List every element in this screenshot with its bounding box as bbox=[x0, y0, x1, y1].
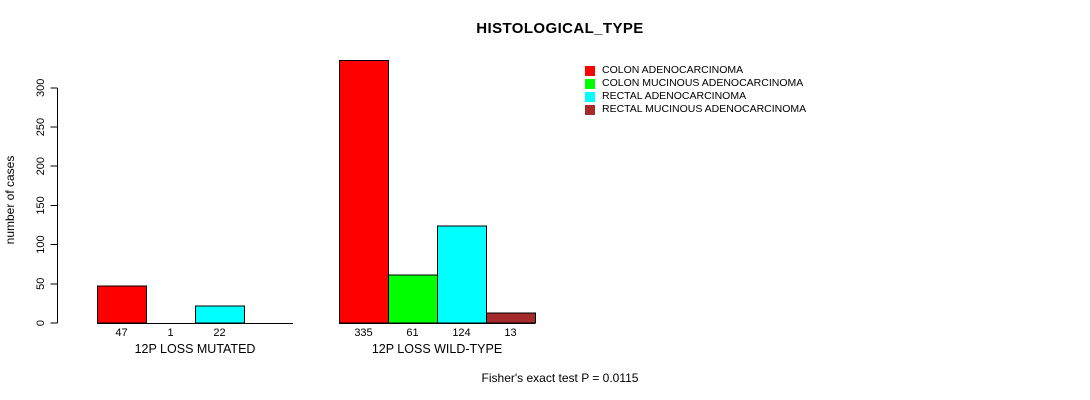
bar-wildtype-series-0 bbox=[339, 59, 389, 324]
legend-label: COLON MUCINOUS ADENOCARCINOMA bbox=[602, 77, 804, 89]
bar-wildtype-series-2 bbox=[437, 225, 487, 324]
legend-item: RECTAL MUCINOUS ADENOCARCINOMA bbox=[585, 103, 806, 116]
bar-wildtype-series-3 bbox=[486, 312, 536, 324]
legend-swatch-icon bbox=[585, 78, 595, 89]
fisher-test-annotation: Fisher's exact test P = 0.0115 bbox=[481, 371, 639, 385]
legend: COLON ADENOCARCINOMA COLON MUCINOUS ADENO… bbox=[585, 64, 806, 116]
bar-value-label: 124 bbox=[452, 327, 470, 339]
legend-label: RECTAL ADENOCARCINOMA bbox=[602, 90, 747, 102]
legend-item: COLON MUCINOUS ADENOCARCINOMA bbox=[585, 77, 806, 90]
y-axis-tick-label: 100 bbox=[35, 235, 47, 253]
y-axis-label: number of cases bbox=[3, 156, 17, 245]
bar-value-label: 1 bbox=[167, 327, 173, 339]
chart-title: HISTOLOGICAL_TYPE bbox=[476, 20, 644, 37]
bar-value-label: 22 bbox=[213, 327, 225, 339]
bar-mutated-series-0 bbox=[97, 285, 147, 324]
legend-swatch-icon bbox=[585, 104, 595, 115]
x-group-label: 12P LOSS MUTATED bbox=[135, 342, 256, 356]
x-group-label: 12P LOSS WILD-TYPE bbox=[372, 342, 502, 356]
y-axis-tick-label: 50 bbox=[35, 278, 47, 290]
y-axis-tick-label: 0 bbox=[35, 320, 47, 326]
y-axis-tick-label: 300 bbox=[35, 79, 47, 97]
y-axis-tick-label: 250 bbox=[35, 118, 47, 136]
legend-swatch-icon bbox=[585, 91, 595, 102]
legend-item: COLON ADENOCARCINOMA bbox=[585, 64, 806, 77]
legend-label: RECTAL MUCINOUS ADENOCARCINOMA bbox=[602, 103, 807, 115]
bar-wildtype-series-1 bbox=[388, 274, 438, 324]
legend-label: COLON ADENOCARCINOMA bbox=[602, 64, 744, 76]
legend-item: RECTAL ADENOCARCINOMA bbox=[585, 90, 806, 103]
legend-swatch-icon bbox=[585, 65, 595, 76]
bar-value-label: 61 bbox=[406, 327, 418, 339]
y-axis-tick-label: 200 bbox=[35, 157, 47, 175]
bar-mutated-series-2 bbox=[195, 305, 245, 324]
bar-value-label: 335 bbox=[354, 327, 372, 339]
y-axis-tick-label: 150 bbox=[35, 196, 47, 214]
bar-value-label: 13 bbox=[504, 327, 516, 339]
bar-value-label: 47 bbox=[115, 327, 127, 339]
